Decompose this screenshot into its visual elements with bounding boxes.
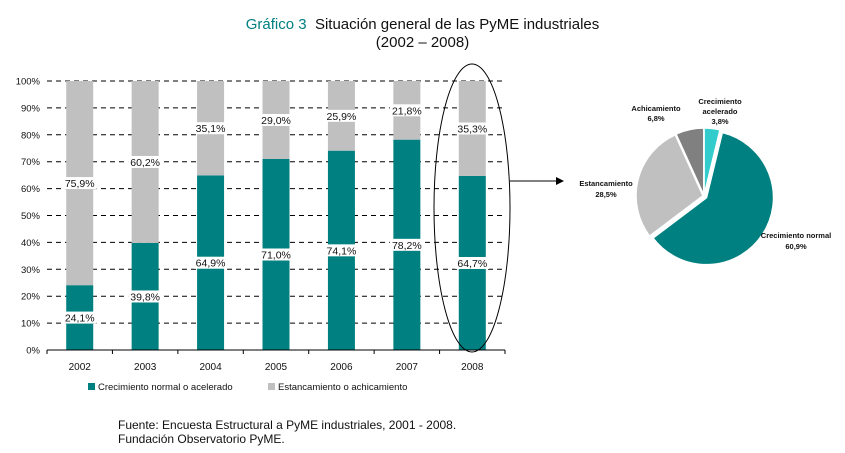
highlight-ellipse [433, 63, 511, 353]
y-tick-label: 70% [21, 157, 41, 168]
y-tick-label: 20% [21, 292, 41, 303]
legend-swatch [88, 383, 95, 390]
data-label-background [389, 104, 424, 117]
y-tick-label: 0% [26, 346, 40, 357]
source-line-1: Fuente: Encuesta Estructural a PyME indu… [118, 418, 457, 432]
x-tick-label: 2006 [330, 362, 353, 373]
data-label: 24,1% [65, 313, 95, 325]
y-tick-label: 100% [16, 77, 41, 88]
data-label: 21,8% [392, 105, 422, 117]
data-label: 35,3% [457, 123, 487, 135]
legend-swatch [268, 383, 275, 390]
x-tick-label: 2004 [199, 362, 222, 373]
data-label-background [455, 256, 490, 269]
legend-label: Crecimiento normal o acelerado [98, 382, 233, 393]
source-note: Fuente: Encuesta Estructural a PyME indu… [118, 418, 456, 446]
data-label: 64,9% [196, 258, 226, 270]
title-main: Situación general de las PyME industrial… [314, 16, 600, 33]
y-tick-label: 80% [21, 130, 41, 141]
pie-label-name: Achicamiento [631, 104, 681, 113]
pie-label-value: 28,5% [595, 190, 617, 199]
data-label-background [128, 290, 163, 303]
x-tick-label: 2003 [134, 362, 157, 373]
pie-slice [675, 127, 705, 196]
arrow-head [556, 177, 564, 185]
data-label: 29,0% [261, 115, 291, 127]
data-label-background [389, 238, 424, 251]
source-line-2: Fundación Observatorio PyME. [118, 432, 285, 446]
chart-subtitle: (2002 – 2008) [375, 34, 470, 51]
figure-number: Gráfico 3 [245, 16, 307, 33]
data-label-background [193, 256, 228, 269]
data-label: 75,9% [65, 178, 95, 190]
data-label-background [259, 248, 293, 261]
pie-slice [635, 133, 704, 238]
pie-label-name: acelerado [702, 107, 737, 116]
pie-slice [652, 131, 775, 266]
data-label-background [259, 114, 293, 127]
chart-title: Gráfico 3 Situación general de las PyME … [0, 16, 845, 33]
pie-label-name: Crecimiento normal [761, 231, 831, 240]
x-tick-label: 2007 [396, 362, 419, 373]
y-tick-label: 60% [21, 184, 41, 195]
data-label-background [62, 177, 97, 190]
y-tick-label: 40% [21, 238, 41, 249]
pie-label-name: Estancamiento [579, 179, 633, 188]
data-label: 35,1% [196, 123, 226, 135]
data-label: 39,8% [130, 291, 160, 303]
data-label: 64,7% [457, 258, 487, 270]
data-label-background [324, 244, 359, 257]
pie-label-value: 3,8% [711, 117, 728, 126]
pie-label-value: 6,8% [647, 114, 664, 123]
legend-label: Estancamiento o achicamiento [278, 382, 407, 393]
data-label: 71,0% [261, 250, 291, 262]
pie-label-name: Crecimiento [698, 97, 742, 106]
pie-label-value: 60,9% [785, 242, 807, 251]
data-label-background [193, 122, 228, 135]
data-label-background [455, 122, 490, 135]
data-label: 60,2% [130, 157, 160, 169]
y-tick-label: 50% [21, 211, 41, 222]
x-tick-label: 2002 [69, 362, 92, 373]
y-tick-label: 90% [21, 103, 41, 114]
data-label: 78,2% [392, 240, 422, 252]
data-label-background [324, 109, 359, 122]
x-tick-label: 2008 [461, 362, 484, 373]
y-tick-label: 30% [21, 265, 41, 276]
data-label-background [62, 311, 97, 324]
x-tick-label: 2005 [265, 362, 288, 373]
data-label-background [128, 155, 163, 168]
y-tick-label: 10% [21, 319, 41, 330]
data-label: 25,9% [327, 111, 357, 123]
data-label: 74,1% [327, 245, 357, 257]
